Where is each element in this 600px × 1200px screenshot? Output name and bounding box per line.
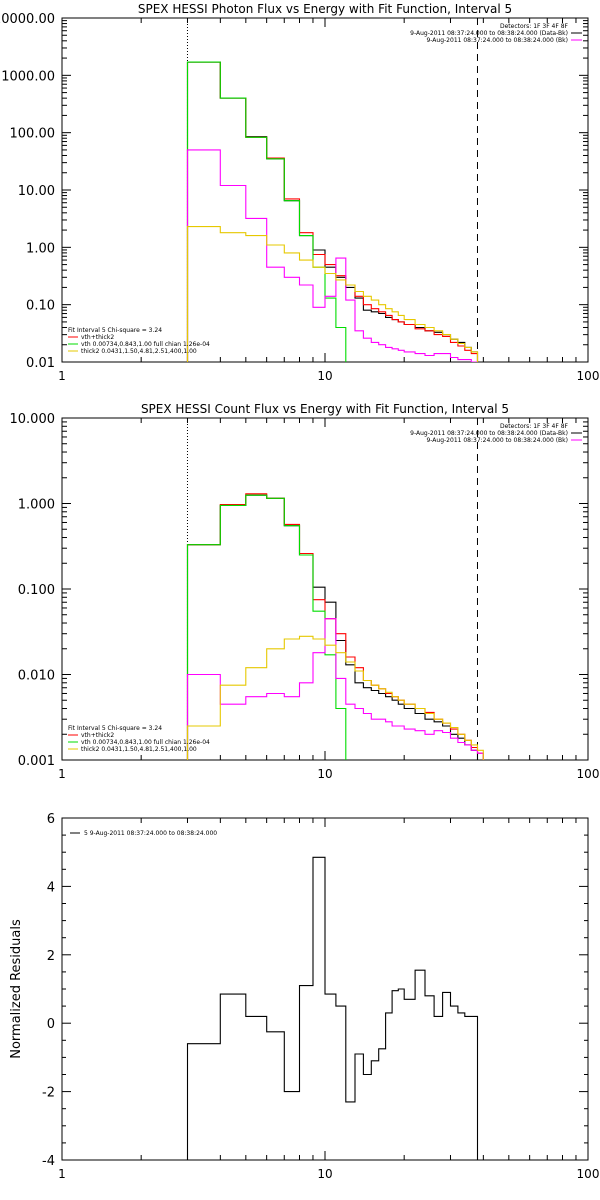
plot-frame xyxy=(61,17,589,363)
legend-entry: 9-Aug-2011 08:37:24.000 to 08:38:24.000 … xyxy=(410,430,568,437)
legend-entry: Detectors: 1F 3F 4F 8F xyxy=(500,23,569,30)
y-tick-label: 1.00 xyxy=(26,241,55,256)
chart-title: SPEX HESSI Photon Flux vs Energy with Fi… xyxy=(138,2,512,16)
y-tick-label: 0.10 xyxy=(26,299,55,314)
series-3-line xyxy=(186,494,347,760)
legend-entry: vth 0.00734,0.843,1.00 full chian 1.26e-… xyxy=(81,341,210,348)
chart-title: SPEX HESSI Count Flux vs Energy with Fit… xyxy=(141,402,509,416)
series-group xyxy=(186,856,479,1160)
y-tick-label: 2 xyxy=(47,949,55,964)
y-tick-label: 6 xyxy=(47,812,55,827)
series-3-line xyxy=(186,61,347,362)
series-4-line xyxy=(186,618,484,760)
y-tick-label: 100.00 xyxy=(10,127,56,142)
series-group xyxy=(186,493,484,760)
y-tick-label: 0.01 xyxy=(26,356,55,371)
chart-2: SPEX HESSI Count Flux vs Energy with Fit… xyxy=(10,402,600,781)
series-group xyxy=(186,61,479,362)
series-2-line xyxy=(186,61,479,362)
legend-entry: vth+thick2 xyxy=(81,732,114,739)
series-5-line xyxy=(186,226,479,362)
series-1-line xyxy=(186,856,479,1160)
y-tick-label: 10.000 xyxy=(10,412,56,427)
legend-entry: 9-Aug-2011 08:37:24.000 to 08:38:24.000 … xyxy=(410,30,568,37)
x-tick-label: 10 xyxy=(317,767,332,781)
y-tick-label: -4 xyxy=(42,1154,55,1169)
series-1-line xyxy=(186,61,479,362)
x-tick-label: 10 xyxy=(317,1167,332,1181)
y-tick-label: -2 xyxy=(42,1086,55,1101)
series-4-line xyxy=(186,149,479,362)
chart-3: 1 10 100 -4 -2 0 2 4 6 Normalized Residuals 5 9-Au… xyxy=(9,812,600,1181)
y-tick-label: 0.001 xyxy=(18,754,55,769)
y-tick-label: 0.100 xyxy=(18,583,55,598)
x-tick-label: 1 xyxy=(58,369,66,383)
legend-entry: thick2 0.0431,1.50,4.81,2.51,400,1.00 xyxy=(81,746,197,753)
legend-entry: vth 0.00734,0.843,1.00 full chian 1.26e-… xyxy=(81,739,210,746)
y-axis-label: Normalized Residuals xyxy=(9,919,24,1059)
legend-entry: vth+thick2 xyxy=(81,334,114,341)
legend-entry: thick2 0.0431,1.50,4.81,2.51,400,1.00 xyxy=(81,348,197,355)
y-tick-label: 0.010 xyxy=(18,669,55,684)
chart-1: SPEX HESSI Photon Flux vs Energy with Fi… xyxy=(0,2,600,383)
x-tick-label: 100 xyxy=(577,369,600,383)
y-tick-label: 10.00 xyxy=(18,184,55,199)
legend-entry: Detectors: 1F 3F 4F 8F xyxy=(500,423,569,430)
y-tick-label: 10000.00 xyxy=(0,12,55,27)
y-tick-label: 0 xyxy=(47,1017,55,1032)
series-5-line xyxy=(186,635,484,760)
x-tick-label: 100 xyxy=(577,1167,600,1181)
legend-entry: 9-Aug-2011 08:37:24.000 to 08:38:24.000 … xyxy=(426,37,568,44)
legend-entry: Fit Interval 5 Chi-square = 3.24 xyxy=(68,327,162,334)
legend-entry: Fit Interval 5 Chi-square = 3.24 xyxy=(68,725,162,732)
x-tick-label: 100 xyxy=(577,767,600,781)
x-tick-label: 1 xyxy=(58,767,66,781)
legend-entry: 5 9-Aug-2011 08:37:24.000 to 08:38:24.00… xyxy=(84,830,217,837)
x-tick-label: 1 xyxy=(58,1167,66,1181)
y-tick-label: 1000.00 xyxy=(1,69,55,84)
y-tick-label: 4 xyxy=(47,880,55,895)
legend-entry: 9-Aug-2011 08:37:24.000 to 08:38:24.000 … xyxy=(426,437,568,444)
x-tick-label: 10 xyxy=(317,369,332,383)
y-tick-label: 1.000 xyxy=(18,498,55,513)
